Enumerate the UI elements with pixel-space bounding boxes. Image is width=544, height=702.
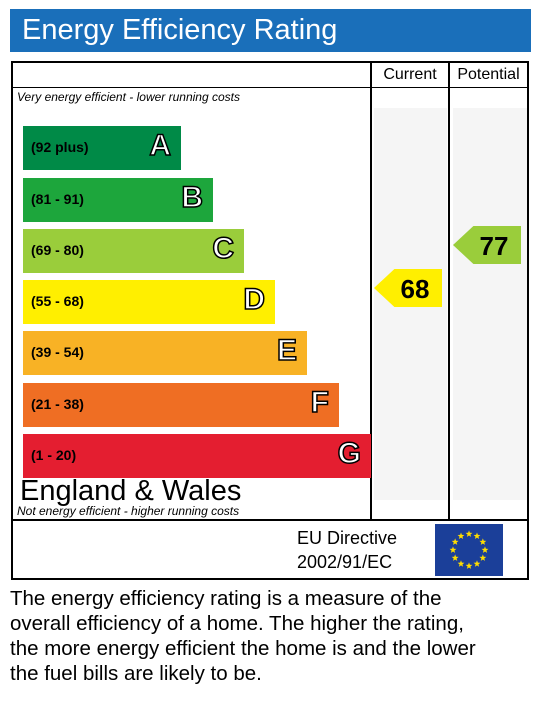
eu-star-icon [481, 546, 489, 553]
potential-column-divider [448, 63, 450, 520]
header-row-divider [13, 87, 527, 88]
band-range: (55 - 68) [31, 293, 84, 309]
footer-row-divider [13, 519, 527, 521]
band-f: (21 - 38) F [23, 383, 339, 427]
header-bar: Energy Efficiency Rating [10, 9, 531, 52]
band-range: (69 - 80) [31, 242, 84, 258]
eu-star-icon [449, 546, 457, 553]
eu-star-icon [473, 560, 481, 567]
directive-line-2: 2002/91/EC [297, 552, 393, 572]
page-title: Energy Efficiency Rating [22, 14, 338, 46]
band-a: (92 plus) A [23, 126, 181, 170]
band-b: (81 - 91) B [23, 178, 213, 222]
band-letter: C [212, 231, 235, 266]
current-column-divider [370, 63, 372, 520]
band-e: (39 - 54) E [23, 331, 307, 375]
description-line: the fuel bills are likely to be. [10, 662, 262, 685]
band-letter: D [243, 282, 266, 317]
eu-star-icon [457, 532, 465, 540]
band-letter: E [276, 333, 298, 368]
current-rating-value: 68 [400, 274, 430, 304]
band-range: (39 - 54) [31, 344, 84, 360]
potential-rating-value: 77 [479, 231, 509, 261]
band-letter: B [181, 180, 204, 215]
band-range: (81 - 91) [31, 191, 84, 207]
eu-star-icon [465, 562, 473, 569]
band-letter: F [310, 385, 330, 420]
band-g: (1 - 20) G [23, 434, 371, 478]
band-c: (69 - 80) C [23, 229, 244, 273]
region-label: England & Wales [20, 475, 242, 507]
top-note: Very energy efficient - lower running co… [17, 90, 240, 104]
band-d: (55 - 68) D [23, 280, 275, 324]
eu-star-icon [479, 554, 487, 561]
potential-column-area [453, 108, 527, 500]
band-letter: G [337, 436, 362, 471]
description-line: the more energy efficient the home is an… [10, 637, 476, 660]
directive-line-1: EU Directive [297, 528, 398, 548]
band-letter: A [149, 128, 172, 163]
rating-chart: Current Potential Very energy efficient … [11, 61, 529, 580]
bottom-note: Not energy efficient - higher running co… [17, 504, 240, 518]
current-column-header: Current [383, 66, 437, 83]
potential-column-header: Potential [457, 66, 520, 83]
description-line: overall efficiency of a home. The higher… [10, 612, 464, 635]
band-range: (1 - 20) [31, 447, 77, 463]
band-range: (21 - 38) [31, 396, 84, 412]
eu-star-icon [457, 560, 465, 567]
eu-star-icon [465, 530, 473, 537]
description-line: The energy efficiency rating is a measur… [10, 587, 442, 610]
eu-flag-icon [435, 524, 503, 576]
band-range: (92 plus) [31, 139, 89, 155]
description-text: The energy efficiency rating is a measur… [10, 586, 540, 686]
potential-rating-arrow: 77 [453, 226, 521, 264]
eu-star-icon [451, 538, 459, 545]
eu-star-icon [479, 538, 487, 545]
eu-star-icon [473, 532, 481, 540]
eu-star-icon [451, 554, 459, 561]
